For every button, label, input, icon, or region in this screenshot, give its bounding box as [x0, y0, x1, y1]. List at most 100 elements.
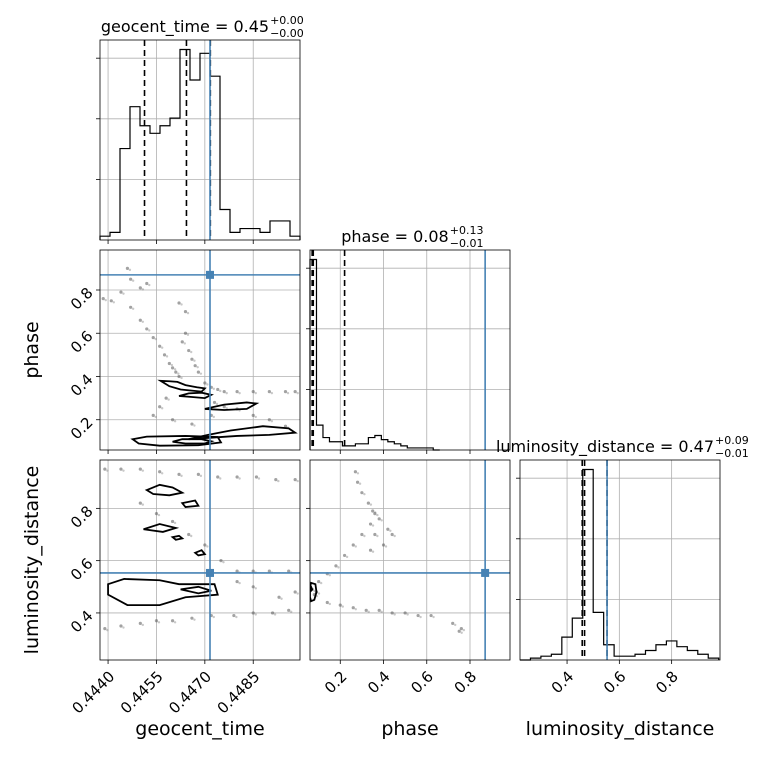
sample-point-phase_vs_geocent_time-27b — [296, 391, 299, 395]
sample-point-phase_vs_geocent_time-8 — [162, 353, 167, 357]
sample-point-phase_vs_geocent_time-33 — [283, 424, 288, 428]
sample-point-phase_vs_geocent_time-26 — [283, 390, 288, 394]
sample-point-phase_vs_geocent_time-43 — [145, 281, 149, 286]
sample-point-luminosity_distance_vs_geocent_time-18 — [251, 569, 255, 573]
sample-point-luminosity_distance_vs_geocent_time-34b — [254, 587, 257, 590]
sample-point-luminosity_distance_vs_geocent_time-2 — [138, 467, 142, 471]
sample-point-luminosity_distance_vs_phase-4b — [354, 545, 357, 548]
contour-luminosity_distance_vs_geocent_time-1 — [180, 585, 212, 595]
sample-point-luminosity_distance_vs_geocent_time-32b — [296, 592, 299, 595]
y-tick-label-phase-0: 0.2 — [67, 414, 97, 444]
frame-phase — [309, 249, 511, 451]
sample-point-phase_vs_geocent_time-3 — [129, 305, 133, 309]
sample-point-luminosity_distance_vs_phase-21 — [351, 606, 355, 610]
sample-point-phase_vs_geocent_time-25 — [267, 390, 271, 394]
sample-point-phase_vs_geocent_time-44 — [177, 301, 181, 305]
sample-point-luminosity_distance_vs_geocent_time-19 — [267, 569, 271, 573]
x-axis-label-phase: phase — [381, 718, 438, 740]
frames-layer — [96, 39, 721, 664]
sample-point-luminosity_distance_vs_geocent_time-0b — [106, 469, 109, 472]
sample-point-phase_vs_geocent_time-34 — [164, 396, 168, 400]
sample-point-luminosity_distance_vs_phase-30 — [457, 629, 461, 633]
sample-point-luminosity_distance_vs_phase-11b — [356, 472, 360, 475]
sample-point-luminosity_distance_vs_phase-22b — [367, 610, 370, 614]
sample-point-luminosity_distance_vs_phase-23b — [380, 610, 383, 614]
sample-point-phase_vs_geocent_time-11 — [174, 370, 178, 374]
title-geocent_time: geocent_time = 0.45 — [101, 17, 269, 37]
sample-point-luminosity_distance_vs_phase-17 — [373, 532, 377, 537]
truth-marker-luminosity_distance_vs_phase — [481, 568, 490, 577]
sample-point-luminosity_distance_vs_geocent_time-15b — [206, 545, 209, 548]
sample-point-phase_vs_geocent_time-9b — [170, 363, 174, 367]
sample-point-phase_vs_geocent_time-21 — [216, 387, 220, 392]
sample-point-luminosity_distance_vs_geocent_time-14b — [190, 534, 193, 538]
sample-point-phase_vs_geocent_time-5 — [145, 327, 149, 331]
sample-point-phase_vs_geocent_time-24 — [251, 390, 255, 394]
sample-point-luminosity_distance_vs_phase-28b — [454, 623, 457, 627]
sample-point-luminosity_distance_vs_phase-6 — [368, 522, 373, 526]
sample-point-phase_vs_geocent_time-43b — [148, 283, 151, 287]
sample-point-phase_vs_geocent_time-26b — [286, 391, 290, 395]
sample-point-phase_vs_geocent_time-22b — [225, 391, 228, 395]
sample-point-luminosity_distance_vs_geocent_time-4b — [180, 474, 183, 478]
sample-point-phase_vs_geocent_time-17 — [193, 364, 197, 368]
contour-phase_vs_geocent_time-0 — [130, 435, 223, 447]
sample-point-luminosity_distance_vs_geocent_time-1b — [122, 469, 125, 472]
sample-point-luminosity_distance_vs_phase-27 — [429, 613, 433, 618]
sample-point-phase_vs_geocent_time-45 — [183, 310, 188, 314]
title-plus-luminosity_distance: +0.09 — [715, 434, 749, 447]
contour-luminosity_distance_vs_geocent_time-6 — [193, 549, 207, 557]
x-tick-label-geocent_time-0: 0.4440 — [68, 668, 118, 718]
y-axis-label-phase: phase — [21, 321, 43, 378]
frame-geocent_time — [99, 39, 301, 241]
sample-point-luminosity_distance_vs_geocent_time-29b — [254, 613, 257, 616]
sample-point-phase_vs_geocent_time-5b — [148, 329, 151, 332]
sample-point-phase_vs_geocent_time-2b — [122, 292, 125, 295]
sample-point-phase_vs_geocent_time-35b — [160, 407, 164, 410]
contour-phase_vs_geocent_time-2 — [157, 379, 207, 393]
frame-luminosity_distance — [519, 459, 721, 661]
frame-phase_vs_geocent_time — [99, 249, 301, 451]
sample-point-phase_vs_geocent_time-0 — [101, 297, 105, 301]
truth-marker-phase_vs_geocent_time — [206, 270, 214, 279]
sample-point-luminosity_distance_vs_phase-0b — [319, 581, 323, 585]
y-tick-label-luminosity_distance-1: 0.6 — [67, 554, 97, 584]
sample-point-luminosity_distance_vs_phase-25b — [406, 613, 409, 616]
sample-point-phase_vs_geocent_time-0b — [104, 298, 107, 302]
sample-point-luminosity_distance_vs_phase-30b — [460, 631, 463, 634]
histogram-geocent_time — [99, 48, 301, 240]
sample-point-luminosity_distance_vs_phase-8 — [366, 501, 370, 505]
sample-point-phase_vs_geocent_time-38b — [193, 424, 196, 427]
sample-point-luminosity_distance_vs_geocent_time-6b — [219, 477, 222, 480]
sample-point-phase_vs_geocent_time-32b — [270, 420, 274, 423]
sample-point-luminosity_distance_vs_geocent_time-23 — [138, 621, 142, 625]
sample-point-luminosity_distance_vs_geocent_time-6 — [216, 475, 220, 479]
contour-luminosity_distance_vs_geocent_time-0 — [107, 578, 219, 606]
sample-point-phase_vs_geocent_time-40 — [125, 266, 130, 270]
sample-point-luminosity_distance_vs_geocent_time-31b — [290, 610, 293, 614]
sample-point-luminosity_distance_vs_phase-21b — [354, 608, 357, 611]
sample-point-phase_vs_geocent_time-45b — [186, 311, 190, 315]
sample-point-luminosity_distance_vs_geocent_time-31 — [287, 608, 291, 612]
sample-point-luminosity_distance_vs_phase-7 — [373, 511, 377, 516]
contour-luminosity_distance_vs_geocent_time-2 — [144, 483, 185, 497]
sample-point-phase_vs_geocent_time-8b — [165, 355, 169, 358]
sample-point-luminosity_distance_vs_geocent_time-28 — [232, 613, 236, 618]
sample-point-phase_vs_geocent_time-17b — [196, 365, 199, 369]
sample-point-luminosity_distance_vs_geocent_time-34 — [251, 585, 255, 589]
sample-point-phase_vs_geocent_time-18b — [199, 372, 203, 375]
sample-point-luminosity_distance_vs_phase-29 — [459, 627, 463, 631]
sample-point-phase_vs_geocent_time-25b — [270, 391, 274, 395]
sample-point-luminosity_distance_vs_geocent_time-25 — [170, 619, 175, 623]
sample-point-phase_vs_geocent_time-6 — [151, 335, 155, 340]
sample-point-phase_vs_geocent_time-36b — [154, 415, 157, 419]
sample-point-luminosity_distance_vs_phase-20b — [341, 605, 344, 608]
sample-point-phase_vs_geocent_time-32 — [267, 418, 271, 422]
sample-point-luminosity_distance_vs_phase-24 — [390, 611, 394, 615]
x-tick-label-phase-2: 0.6 — [407, 668, 437, 698]
sample-point-luminosity_distance_vs_phase-2b — [337, 566, 340, 569]
sample-point-luminosity_distance_vs_phase-23 — [377, 608, 381, 612]
sample-point-luminosity_distance_vs_geocent_time-11 — [138, 501, 142, 505]
sample-point-phase_vs_geocent_time-23b — [238, 391, 241, 395]
x-tick-label-phase-0: 0.2 — [321, 668, 351, 698]
